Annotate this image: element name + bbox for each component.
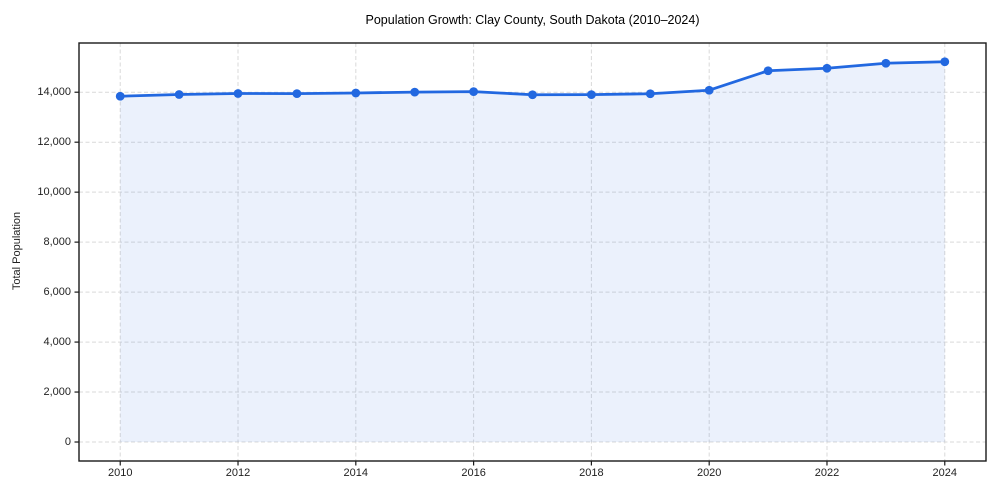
data-point-marker — [233, 89, 243, 98]
data-point-marker — [351, 88, 361, 98]
data-point-marker — [528, 90, 537, 100]
data-point-marker — [586, 90, 596, 99]
y-tick-label: 2,000 — [43, 385, 71, 398]
data-point-marker — [940, 57, 950, 67]
y-tick-label: 6,000 — [43, 285, 71, 298]
plot-border — [78, 42, 987, 462]
x-tick-label: 2022 — [814, 467, 840, 479]
y-tick-label: 10,000 — [37, 185, 71, 198]
data-point-marker — [174, 90, 184, 99]
data-point-marker — [410, 87, 420, 97]
x-tick-label: 2024 — [932, 467, 958, 479]
y-axis-label: Total Population — [11, 211, 23, 291]
area-fill — [120, 61, 945, 443]
y-tick-label: 8,000 — [43, 235, 71, 248]
data-point-marker — [704, 85, 714, 95]
data-point-marker — [645, 89, 655, 99]
line-chart-svg — [74, 42, 987, 466]
x-tick-label: 2018 — [579, 467, 604, 479]
data-point-marker — [763, 66, 773, 76]
y-tick-label: 14,000 — [37, 85, 71, 98]
data-point-marker — [822, 63, 832, 73]
x-tick-label: 2010 — [107, 467, 133, 479]
x-tick-label: 2012 — [225, 467, 251, 479]
y-tick-label: 4,000 — [43, 335, 71, 348]
data-point-marker — [292, 89, 302, 98]
data-point-marker — [469, 87, 479, 96]
data-point-marker — [115, 91, 125, 101]
y-tick-label: 0 — [64, 435, 71, 448]
plot-area — [74, 42, 987, 466]
x-tick-label: 2020 — [696, 467, 722, 479]
x-tick-label: 2014 — [343, 467, 369, 479]
data-point-marker — [881, 58, 891, 68]
y-tick-label: 12,000 — [37, 135, 71, 148]
x-tick-label: 2016 — [461, 467, 486, 479]
chart-title: Population Growth: Clay County, South Da… — [365, 13, 700, 27]
